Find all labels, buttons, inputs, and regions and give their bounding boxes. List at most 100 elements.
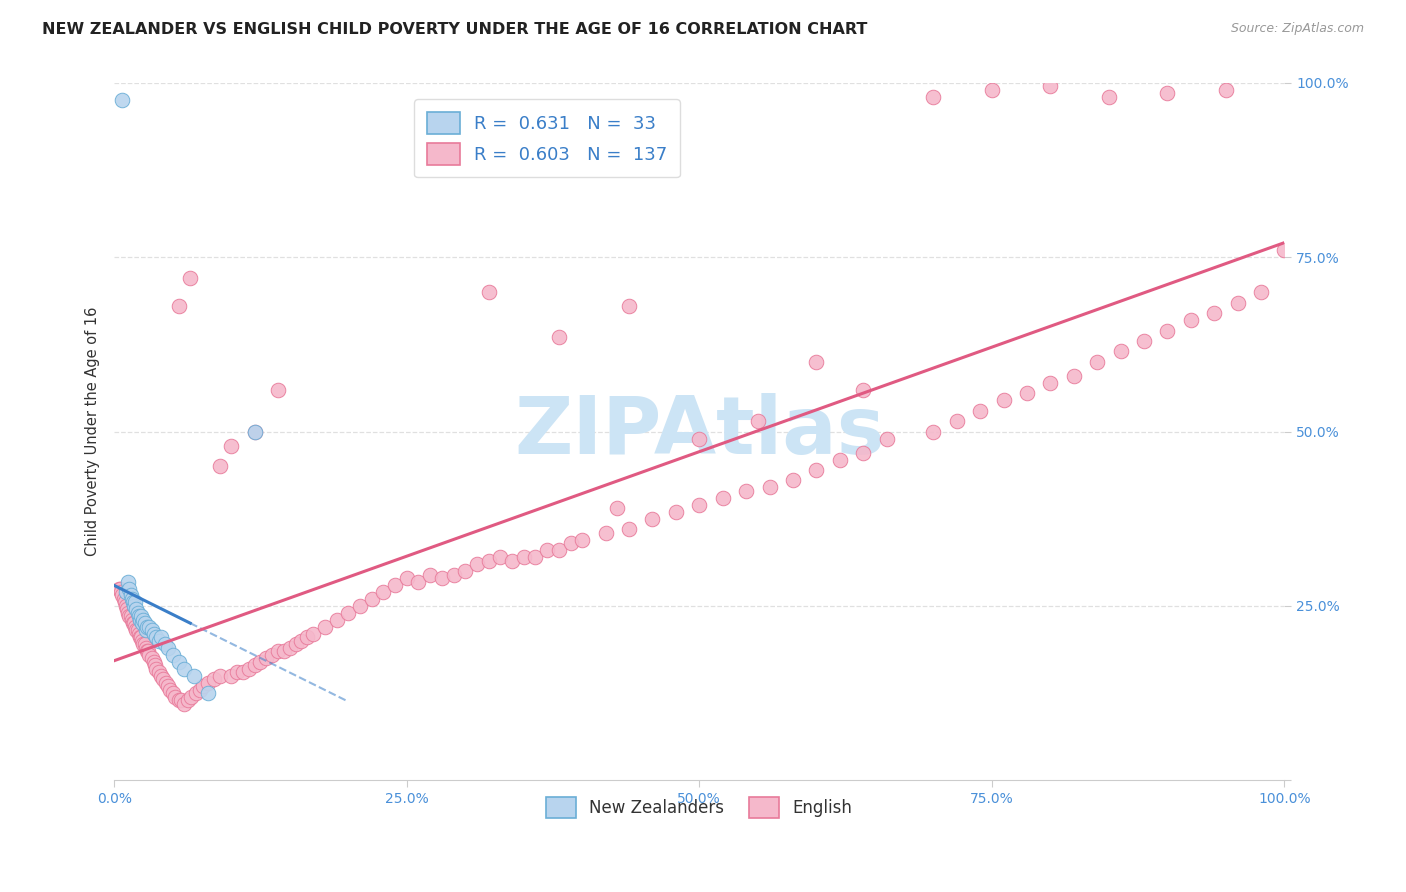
Point	[118, 582, 141, 596]
Point	[993, 393, 1015, 408]
Point	[254, 651, 277, 665]
Point	[145, 662, 167, 676]
Point	[157, 640, 180, 655]
Point	[145, 631, 167, 645]
Point	[183, 669, 205, 683]
Point	[1156, 324, 1178, 338]
Point	[179, 271, 201, 285]
Point	[806, 355, 828, 369]
Point	[115, 585, 138, 599]
Point	[419, 567, 441, 582]
Point	[443, 567, 465, 582]
Point	[297, 631, 319, 645]
Point	[852, 383, 875, 397]
Point	[173, 662, 195, 676]
Point	[1250, 285, 1272, 300]
Point	[711, 491, 734, 505]
Point	[395, 571, 418, 585]
Point	[112, 592, 135, 607]
Point	[132, 637, 155, 651]
Point	[922, 90, 945, 104]
Point	[560, 536, 582, 550]
Point	[408, 574, 430, 589]
Point	[1274, 244, 1296, 258]
Point	[117, 574, 139, 589]
Point	[152, 672, 174, 686]
Point	[302, 627, 325, 641]
Point	[120, 589, 142, 603]
Point	[136, 644, 159, 658]
Point	[110, 585, 132, 599]
Point	[617, 299, 640, 313]
Point	[758, 480, 780, 494]
Point	[153, 637, 176, 651]
Point	[117, 606, 139, 620]
Point	[828, 452, 851, 467]
Point	[128, 609, 150, 624]
Point	[1204, 306, 1226, 320]
Point	[167, 655, 190, 669]
Point	[1156, 87, 1178, 101]
Point	[806, 463, 828, 477]
Point	[170, 693, 193, 707]
Point	[1226, 295, 1249, 310]
Point	[430, 571, 453, 585]
Point	[232, 665, 254, 680]
Point	[735, 483, 758, 498]
Point	[131, 633, 153, 648]
Point	[157, 679, 180, 693]
Point	[143, 655, 166, 669]
Point	[124, 595, 146, 609]
Point	[115, 602, 138, 616]
Point	[167, 299, 190, 313]
Point	[163, 690, 186, 704]
Text: Source: ZipAtlas.com: Source: ZipAtlas.com	[1230, 22, 1364, 36]
Point	[219, 439, 242, 453]
Point	[373, 585, 395, 599]
Point	[141, 624, 163, 638]
Point	[1015, 386, 1038, 401]
Point	[513, 550, 536, 565]
Point	[1039, 79, 1062, 94]
Point	[1063, 368, 1085, 383]
Point	[465, 557, 488, 571]
Point	[188, 682, 211, 697]
Point	[125, 602, 148, 616]
Point	[162, 648, 184, 662]
Point	[922, 425, 945, 439]
Point	[284, 637, 307, 651]
Point	[454, 564, 477, 578]
Legend: New Zealanders, English: New Zealanders, English	[540, 790, 859, 824]
Point	[122, 595, 145, 609]
Point	[747, 414, 769, 428]
Point	[132, 613, 155, 627]
Point	[1109, 344, 1132, 359]
Point	[243, 658, 266, 673]
Point	[115, 599, 138, 613]
Point	[129, 613, 152, 627]
Point	[124, 620, 146, 634]
Point	[118, 609, 141, 624]
Point	[243, 425, 266, 439]
Point	[173, 697, 195, 711]
Point	[267, 383, 290, 397]
Point	[138, 620, 160, 634]
Point	[121, 613, 143, 627]
Point	[478, 554, 501, 568]
Point	[384, 578, 406, 592]
Point	[143, 627, 166, 641]
Point	[1039, 376, 1062, 390]
Point	[155, 675, 177, 690]
Point	[135, 624, 157, 638]
Point	[129, 631, 152, 645]
Point	[606, 501, 628, 516]
Text: ZIPAtlas: ZIPAtlas	[515, 392, 884, 471]
Point	[148, 665, 170, 680]
Point	[180, 690, 202, 704]
Point	[1180, 313, 1202, 327]
Point	[501, 554, 523, 568]
Point	[122, 616, 145, 631]
Point	[980, 83, 1002, 97]
Point	[267, 644, 290, 658]
Point	[159, 682, 181, 697]
